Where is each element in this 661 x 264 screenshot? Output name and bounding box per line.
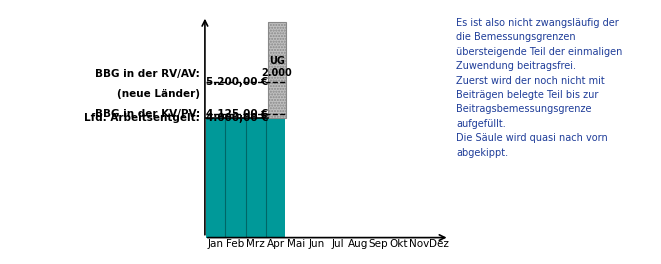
Text: 4.125,00 €: 4.125,00 € [206, 109, 268, 119]
Text: (neue Länder): (neue Länder) [117, 89, 200, 99]
Text: Es ist also nicht zwangsläufig der
die Bemessungsgrenzen
übersteigende Teil der : Es ist also nicht zwangsläufig der die B… [456, 18, 623, 158]
Bar [206, 118, 286, 238]
Text: Lfd. Arbeitsentgelt:: Lfd. Arbeitsentgelt: [84, 113, 200, 123]
Text: 5.200,00 €: 5.200,00 € [206, 77, 268, 87]
Text: BBG in der KV/PV:: BBG in der KV/PV: [95, 109, 200, 119]
Text: BBG in der RV/AV:: BBG in der RV/AV: [95, 69, 200, 79]
Text: UG: UG [269, 56, 285, 66]
Text: 4.000,00 €: 4.000,00 € [206, 113, 268, 123]
Text: 2.000: 2.000 [261, 68, 292, 78]
Bar [268, 22, 286, 118]
Bar [268, 22, 286, 118]
